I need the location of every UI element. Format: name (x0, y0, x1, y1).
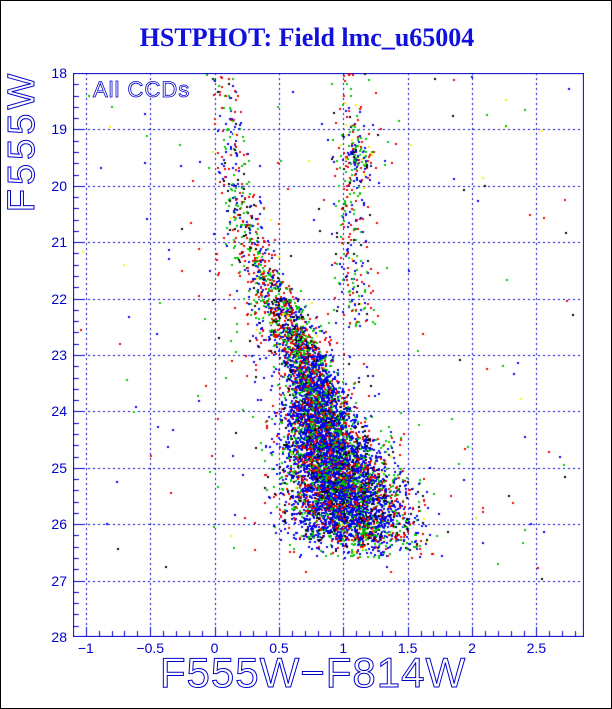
y-tick-label: 19 (51, 121, 67, 138)
figure-title: HSTPHOT: Field lmc_u65004 (139, 23, 475, 52)
y-tick-label: 27 (51, 572, 67, 589)
x-tick-label: 0.5 (269, 640, 289, 656)
x-tick-label: −1 (77, 640, 94, 656)
y-tick-label: 26 (51, 516, 67, 533)
y-tick-label: 24 (51, 403, 67, 420)
x-tick-label: 2 (468, 640, 476, 656)
cmd-scatter-canvas (73, 73, 584, 637)
y-tick-label: 25 (51, 459, 67, 476)
x-tick-label: 1 (339, 640, 348, 656)
y-tick-label: 21 (51, 234, 67, 251)
y-tick-label: 20 (51, 177, 67, 194)
y-tick-label: 23 (51, 347, 67, 363)
x-axis-label: F555W−F814W (159, 649, 467, 697)
x-tick-label: 0 (210, 640, 219, 656)
y-tick-label: 28 (51, 629, 67, 645)
y-tick-label: 22 (51, 290, 67, 307)
x-tick-label: 2.5 (526, 640, 547, 656)
ccd-annotation: All CCDs (93, 77, 191, 103)
x-tick-label: −0.5 (136, 640, 165, 656)
y-tick-label: 18 (51, 65, 67, 81)
x-tick-label: 1.5 (397, 640, 418, 656)
plot-area (73, 73, 584, 637)
